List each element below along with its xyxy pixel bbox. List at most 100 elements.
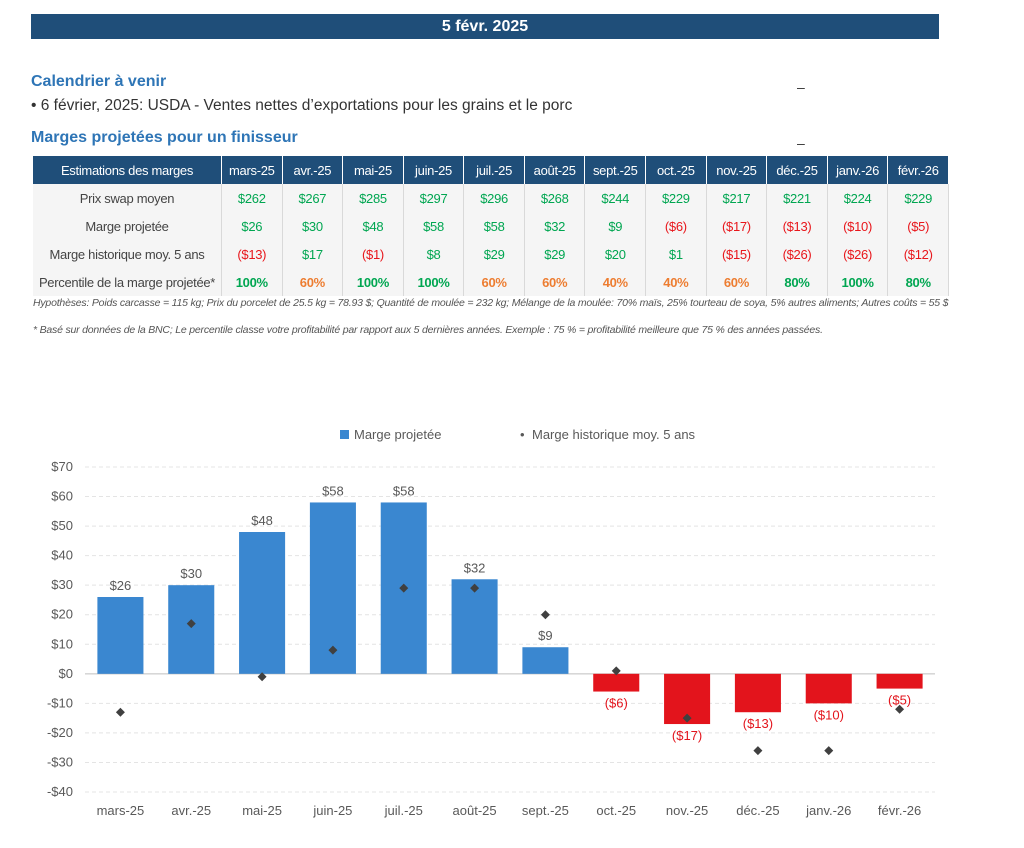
table-cell: $58 xyxy=(463,212,525,240)
table-cell: 80% xyxy=(887,268,949,296)
table-cell: 80% xyxy=(766,268,828,296)
x-tick-label: oct.-25 xyxy=(596,803,636,818)
bar-data-label: $32 xyxy=(464,560,486,575)
y-tick-label: $0 xyxy=(59,666,73,681)
margins-dash: – xyxy=(797,135,805,151)
table-cell: $29 xyxy=(463,240,525,268)
x-tick-label: déc.-25 xyxy=(736,803,779,818)
table-month-header: sept.-25 xyxy=(584,156,647,184)
y-tick-label: $30 xyxy=(51,577,73,592)
table-cell: 60% xyxy=(282,268,344,296)
y-tick-label: $20 xyxy=(51,607,73,622)
table-cell: $297 xyxy=(403,184,465,212)
legend-marker-swatch: • xyxy=(520,427,525,442)
table-month-header: avr.-25 xyxy=(282,156,344,184)
historical-marker xyxy=(257,672,267,682)
table-cell: ($6) xyxy=(645,212,707,240)
table-cell: 100% xyxy=(221,268,283,296)
date-banner: 5 févr. 2025 xyxy=(31,14,939,39)
x-tick-label: juin-25 xyxy=(312,803,352,818)
bar xyxy=(593,673,640,692)
historical-marker xyxy=(470,583,480,593)
bar xyxy=(734,673,781,713)
table-cell: 60% xyxy=(463,268,525,296)
table-cell: $224 xyxy=(827,184,889,212)
historical-marker xyxy=(399,583,409,593)
bar-data-label: ($17) xyxy=(672,728,702,743)
table-cell: $285 xyxy=(342,184,404,212)
legend-bar-swatch xyxy=(340,430,349,439)
table-cell: 60% xyxy=(706,268,768,296)
table-month-header: oct.-25 xyxy=(645,156,707,184)
legend-marker-label: Marge historique moy. 5 ans xyxy=(532,427,696,442)
hypotheses-note: Hypothèses: Poids carcasse = 115 kg; Pri… xyxy=(33,297,949,309)
table-cell: $48 xyxy=(342,212,404,240)
table-cell: 60% xyxy=(524,268,586,296)
historical-marker xyxy=(115,707,125,717)
table-row-label: Prix swap moyen xyxy=(33,184,222,212)
report-date: 5 févr. 2025 xyxy=(441,17,529,35)
table-cell: $296 xyxy=(463,184,525,212)
x-tick-label: juil.-25 xyxy=(384,803,423,818)
table-month-header: nov.-25 xyxy=(706,156,768,184)
table-row-label: Percentile de la marge projetée* xyxy=(33,268,222,296)
table-cell: ($5) xyxy=(887,212,949,240)
table-month-header: août-25 xyxy=(524,156,586,184)
table-month-header: janv.-26 xyxy=(827,156,889,184)
x-tick-label: sept.-25 xyxy=(522,803,569,818)
table-cell: 40% xyxy=(645,268,707,296)
table-cell: 100% xyxy=(342,268,404,296)
bar-data-label: $58 xyxy=(322,483,344,498)
table-header-row: Estimations des marges mars-25 avr.-25 mai… xyxy=(33,156,949,184)
table-cell: $26 xyxy=(221,212,283,240)
y-tick-label: $60 xyxy=(51,489,73,504)
x-tick-label: août-25 xyxy=(453,803,497,818)
historical-marker xyxy=(611,666,621,676)
table-cell: ($13) xyxy=(766,212,828,240)
y-tick-label: -$10 xyxy=(47,695,73,710)
table-cell: $9 xyxy=(584,212,647,240)
table-cell: $268 xyxy=(524,184,586,212)
historical-marker xyxy=(753,746,763,756)
bar-data-label: $30 xyxy=(180,566,202,581)
y-tick-label: -$20 xyxy=(47,725,73,740)
table-cell: 40% xyxy=(584,268,647,296)
bar-data-label: ($13) xyxy=(743,716,773,731)
table-cell: $221 xyxy=(766,184,828,212)
table-month-header: févr.-26 xyxy=(887,156,949,184)
table-cell: $244 xyxy=(584,184,647,212)
bar-data-label: ($10) xyxy=(814,707,844,722)
table-cell: ($26) xyxy=(766,240,828,268)
table-cell: $217 xyxy=(706,184,768,212)
table-row: Prix swap moyen $262 $267 $285 $297 $296 $268 $… xyxy=(33,184,949,212)
bar-data-label: $58 xyxy=(393,483,415,498)
table-cell: ($13) xyxy=(221,240,283,268)
bar-data-label: $26 xyxy=(110,578,132,593)
x-tick-label: janv.-26 xyxy=(805,803,851,818)
calendar-dash: – xyxy=(797,79,805,95)
table-cell: ($1) xyxy=(342,240,404,268)
y-tick-label: $70 xyxy=(51,459,73,474)
x-tick-label: nov.-25 xyxy=(666,803,708,818)
bar xyxy=(805,673,852,704)
calendar-title: Calendrier à venir xyxy=(31,73,167,90)
bar-data-label: $9 xyxy=(538,628,552,643)
y-tick-label: $50 xyxy=(51,518,73,533)
table-row-label: Marge historique moy. 5 ans xyxy=(33,240,222,268)
table-cell: 100% xyxy=(827,268,889,296)
bar-data-label: ($6) xyxy=(605,696,628,711)
x-tick-label: avr.-25 xyxy=(171,803,211,818)
x-tick-label: mai-25 xyxy=(242,803,282,818)
table-month-header: mai-25 xyxy=(342,156,404,184)
bar-data-label: ($5) xyxy=(888,693,911,708)
table-cell: $262 xyxy=(221,184,283,212)
table-cell: ($26) xyxy=(827,240,889,268)
y-tick-label: $40 xyxy=(51,548,73,563)
table-row-label: Marge projetée xyxy=(33,212,222,240)
bar xyxy=(239,532,286,674)
bar xyxy=(451,579,498,674)
bar xyxy=(168,585,215,674)
bar xyxy=(309,502,356,674)
table-cell: ($15) xyxy=(706,240,768,268)
bar xyxy=(97,597,144,674)
